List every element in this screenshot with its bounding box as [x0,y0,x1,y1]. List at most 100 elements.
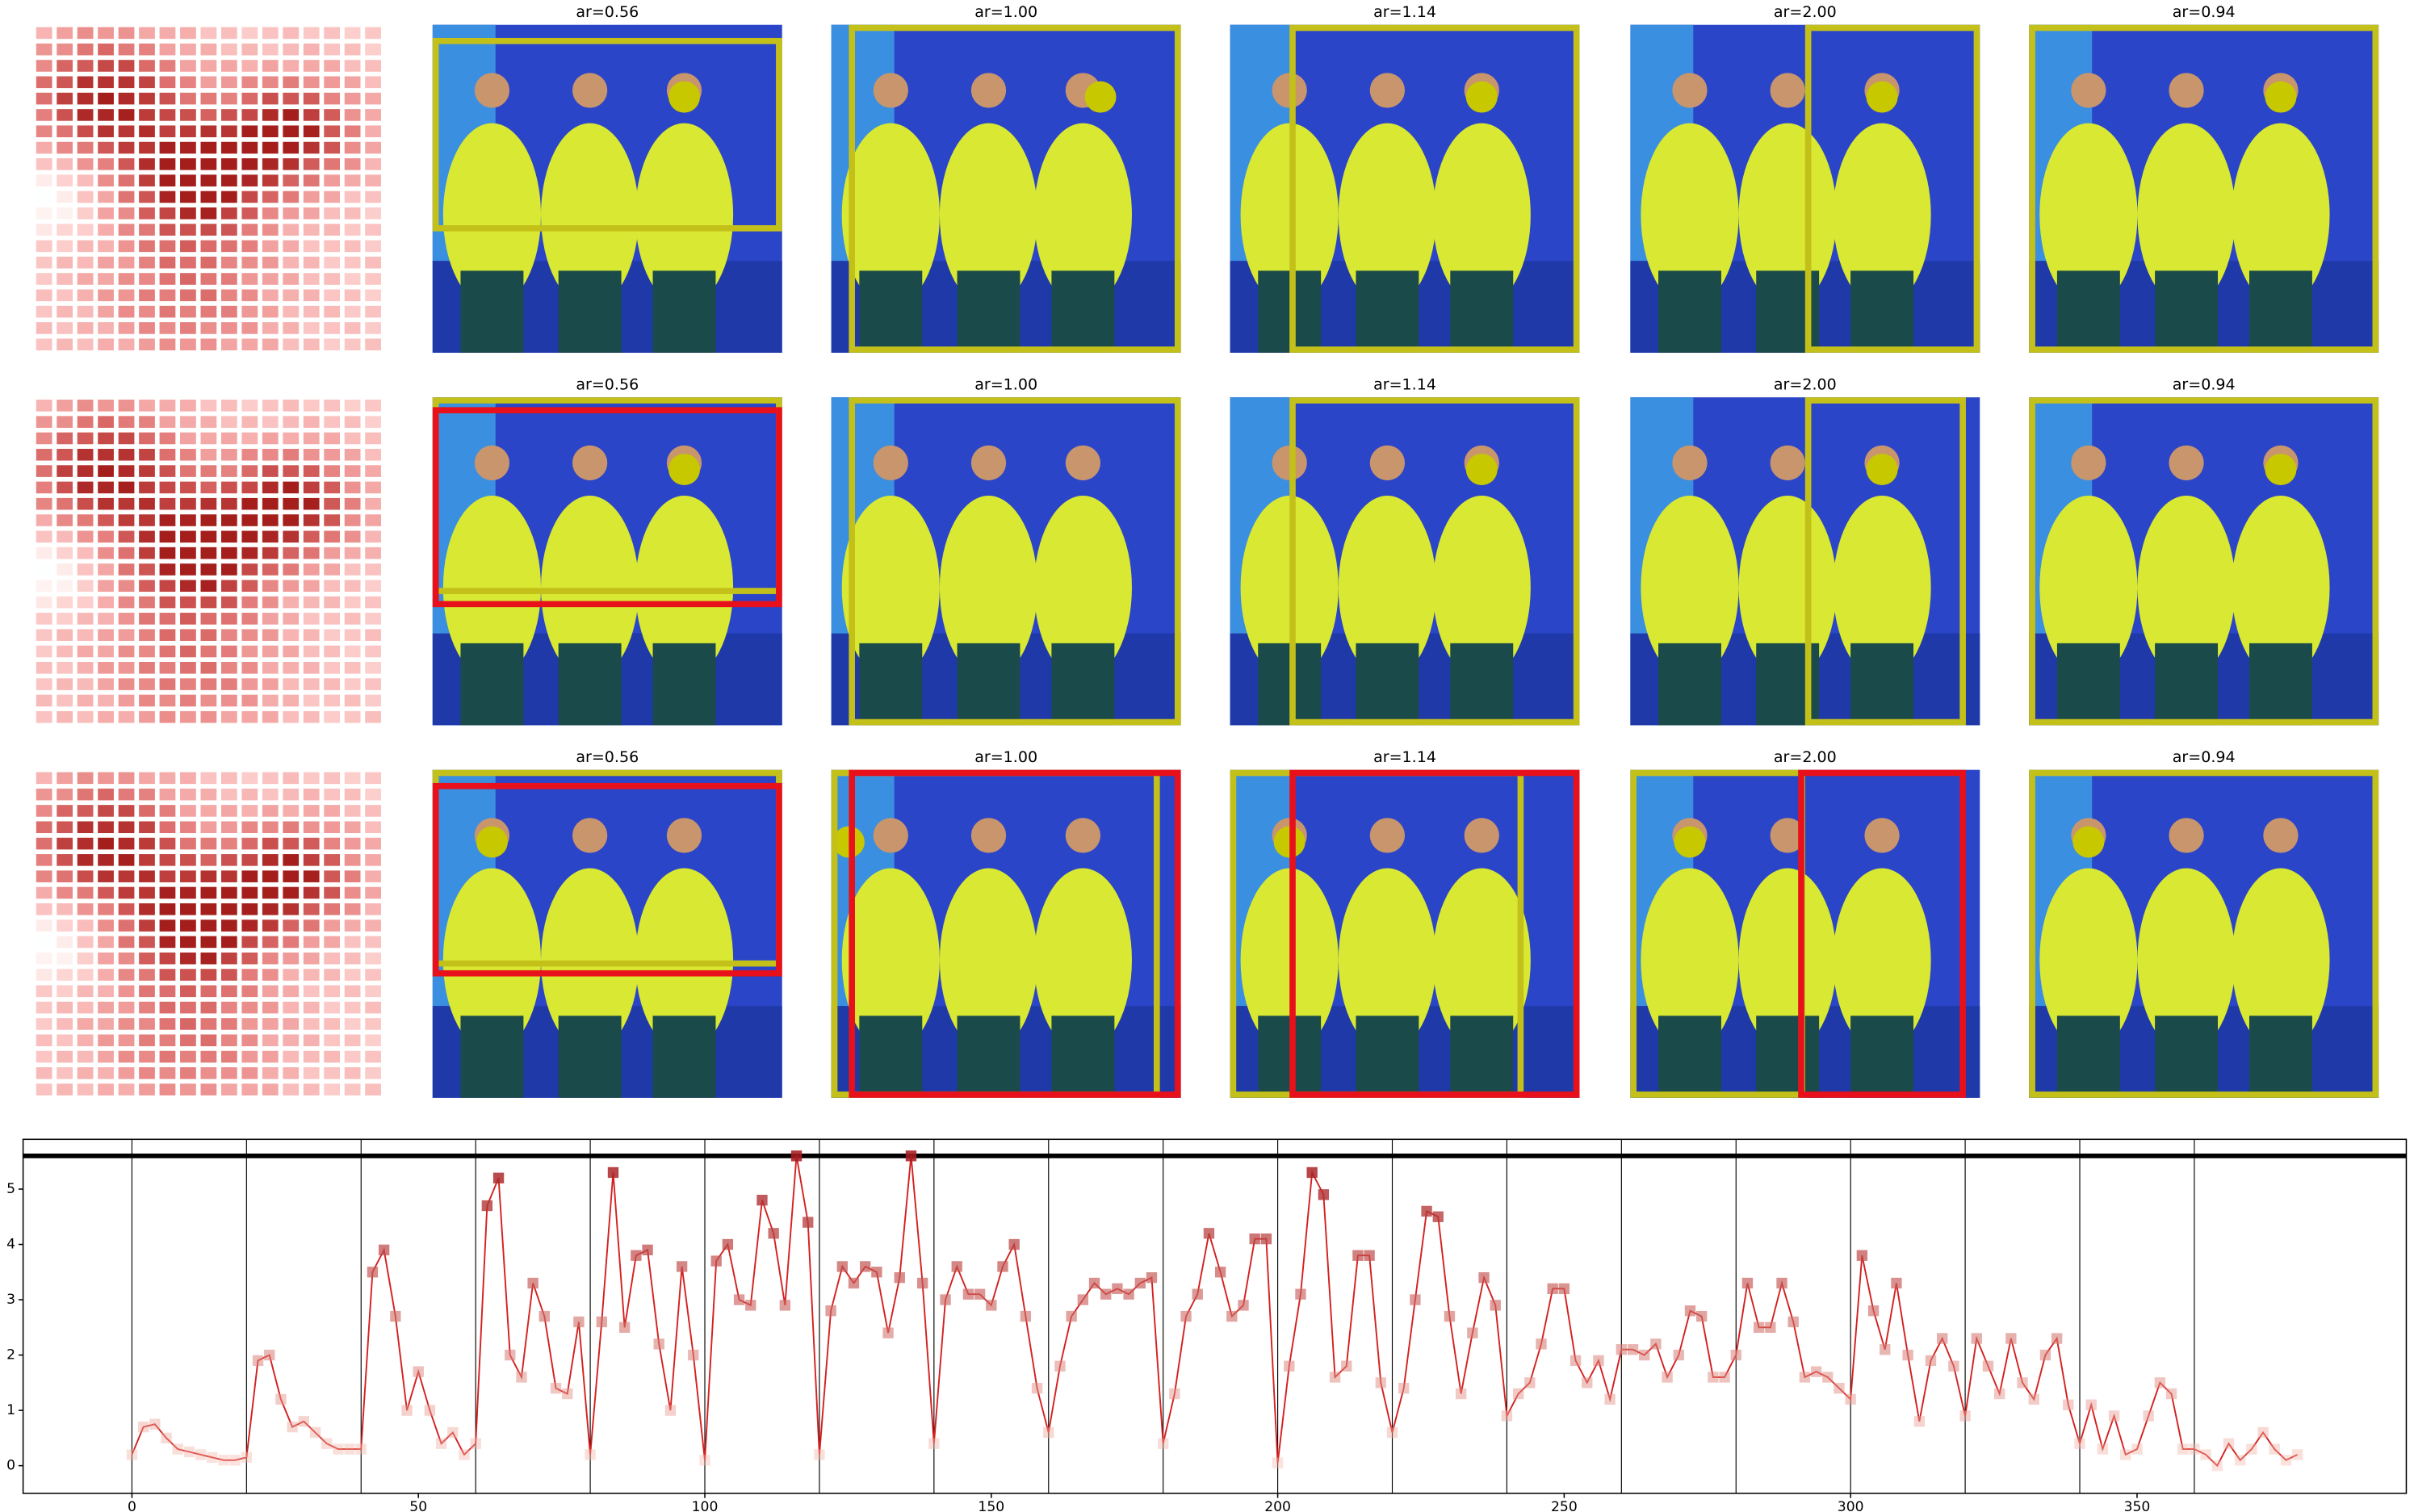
heatmap-cell [200,224,217,236]
heatmap-cell [262,580,279,593]
person-body [841,123,940,308]
heatmap-cell [283,400,300,412]
heatmap-cell [36,448,52,461]
heatmap-cell [283,547,300,559]
point-marker [470,1438,481,1449]
heatmap-cell [303,629,320,641]
heatmap-cell [139,514,155,526]
point-marker [768,1228,779,1239]
heatmap-cell [139,497,155,510]
heatmap-cell [365,125,381,138]
heatmap-cell [57,821,73,834]
heatmap-cell [77,629,94,641]
heatmap-cell [57,613,73,625]
heatmap-cell [36,629,52,641]
point-marker [2269,1443,2280,1455]
heatmap-cell [159,903,176,915]
heatmap-cell [262,514,279,526]
heatmap-cell [344,191,361,203]
heatmap-cell [77,125,94,138]
heatmap-cell [303,530,320,543]
heatmap-cell [303,174,320,186]
point-marker [814,1449,825,1460]
heatmap-cell [180,76,196,89]
heatmap-cell [262,448,279,461]
heatmap-cell [324,92,341,105]
heatmap-cell [241,629,258,641]
heatmap-cell [283,772,300,785]
heatmap-cell [36,514,52,526]
heatmap-cell [57,1001,73,1014]
heatmap-cell [262,596,279,609]
person-body [1738,123,1837,308]
heatmap-cell [180,273,196,285]
face-mask [1273,826,1305,858]
heatmap-cell [36,870,52,882]
heatmap-cell [365,613,381,625]
heatmap-cell [283,60,300,72]
heatmap-cell [118,530,135,543]
heatmap-cell [200,710,217,723]
heatmap-cell [118,580,135,593]
heatmap-cell [139,821,155,834]
heatmap-cell [118,1001,135,1014]
heatmap-cell [118,661,135,674]
heatmap-cell [283,1018,300,1030]
heatmap-cell [262,661,279,674]
heatmap-cell [159,1067,176,1079]
point-marker [951,1261,962,1272]
heatmap-cell [303,1034,320,1047]
person-head [572,445,608,481]
heatmap-cell [220,240,237,253]
heatmap-cell [324,416,341,428]
person-legs [2248,643,2312,726]
point-marker [1787,1316,1799,1328]
heatmap-cell [365,580,381,593]
person-body [939,123,1038,308]
point-marker [1386,1426,1398,1439]
panel-title: ar=1.00 [974,375,1037,393]
heatmap-cell [57,772,73,785]
heatmap-cell [159,837,176,850]
heatmap-cell [200,191,217,203]
point-marker [1662,1372,1673,1383]
heatmap-cell [241,43,258,56]
point-marker [241,1451,253,1464]
heatmap-cell [57,1050,73,1063]
heatmap-cell [98,919,114,932]
heatmap-cell [77,465,94,477]
heatmap-cell [283,141,300,154]
point-marker [745,1300,756,1311]
person-body [939,496,1038,680]
heatmap-cell [303,305,320,318]
heatmap-cell [344,1083,361,1095]
heatmap-cell [77,305,94,318]
heatmap-cell [118,919,135,932]
heatmap-cell [98,191,114,203]
heatmap-cell [180,1067,196,1079]
person-legs [1258,643,1322,726]
person-body [841,868,940,1052]
crop-box [2029,397,2379,726]
heatmap-cell [57,305,73,318]
point-marker [825,1305,836,1317]
point-marker [1776,1277,1787,1289]
heatmap-cell [303,903,320,915]
point-marker [1937,1333,1948,1344]
heatmap-cell [324,613,341,625]
heatmap-cell [139,1018,155,1030]
heatmap-cell [241,289,258,302]
heatmap-cell [324,710,341,723]
heatmap-cell [220,416,237,428]
photo-panel [831,769,1181,1098]
person-body [635,123,734,308]
heatmap-cell [139,694,155,707]
heatmap-cell [262,936,279,949]
point-marker [2051,1333,2063,1344]
heatmap-cell [283,854,300,866]
heatmap-cell [118,1067,135,1079]
heatmap-cell [118,821,135,834]
heatmap-cell [324,772,341,785]
heatmap-cell [57,125,73,138]
point-marker [962,1288,974,1300]
